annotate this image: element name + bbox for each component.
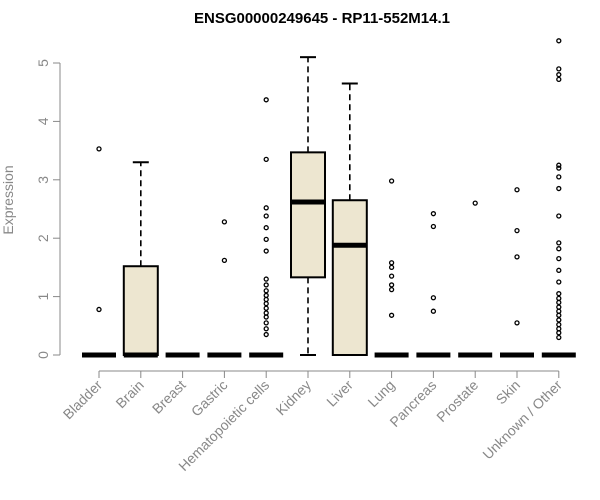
outlier-point	[430, 295, 437, 301]
outlier-point	[556, 304, 562, 310]
chart-title: ENSG00000249645 - RP11-552M14.1	[194, 10, 450, 27]
outlier-point	[263, 248, 269, 254]
outlier-point	[263, 288, 269, 294]
box-lung	[374, 178, 409, 358]
outlier-point	[556, 308, 562, 314]
outlier-point	[556, 255, 562, 262]
box-bladder	[82, 146, 116, 358]
outlier-point	[430, 308, 437, 314]
box-unknown-other	[541, 38, 576, 358]
outlier-point	[556, 334, 562, 341]
plot-area	[82, 38, 576, 358]
outlier-point	[556, 76, 562, 83]
box-prostate	[458, 200, 493, 358]
outlier-point	[556, 72, 562, 78]
outlier-point	[263, 282, 269, 288]
box-liver	[331, 82, 368, 356]
outlier-point	[556, 317, 562, 323]
y-axis-label: Expression	[0, 165, 16, 234]
outlier-point	[263, 225, 269, 231]
box-skin	[500, 187, 534, 358]
outlier-point	[263, 320, 269, 326]
box-kidney	[290, 56, 326, 356]
outlier-point	[556, 295, 562, 302]
x-tick-label: Skin	[493, 377, 524, 408]
outlier-point	[221, 257, 228, 264]
box-iqr	[331, 199, 368, 356]
outlier-point	[556, 185, 562, 192]
outlier-point	[556, 162, 562, 168]
outlier-point	[514, 187, 520, 193]
outlier-point	[556, 279, 562, 285]
y-tick-label: 2	[35, 234, 51, 242]
outlier-point	[556, 246, 562, 252]
outlier-point	[263, 276, 269, 282]
y-tick-label: 0	[35, 351, 51, 359]
outlier-point	[96, 146, 102, 152]
outlier-point	[263, 296, 269, 303]
outlier-point	[556, 291, 562, 297]
x-tick-label: Brain	[112, 377, 146, 411]
outlier-point	[263, 205, 269, 211]
outlier-point	[556, 326, 562, 332]
y-tick-label: 3	[35, 176, 51, 184]
outlier-point	[556, 299, 562, 306]
y-tick-label: 5	[35, 59, 51, 67]
y-axis: 0 1 2 3 4 5	[35, 59, 61, 359]
box-gastric	[207, 219, 242, 358]
box-pancreas	[416, 211, 451, 358]
x-tick-label: Prostate	[433, 377, 481, 425]
y-tick-label: 1	[35, 292, 51, 300]
outlier-point	[556, 321, 562, 328]
outlier-point	[263, 300, 269, 307]
outlier-point	[556, 240, 562, 246]
outlier-point	[556, 267, 562, 273]
box-hematopoietic-cells	[249, 97, 284, 358]
outlier-point	[514, 254, 520, 260]
box-iqr	[290, 151, 326, 279]
box-brain	[122, 161, 159, 358]
outlier-point	[430, 223, 437, 230]
x-tick-label: Kidney	[273, 377, 315, 419]
outlier-point	[263, 97, 269, 103]
x-tick-label: Liver	[323, 377, 356, 410]
x-tick-label: Breast	[149, 377, 189, 417]
outlier-point	[263, 236, 269, 243]
outlier-point	[472, 200, 478, 206]
outlier-point	[263, 310, 269, 316]
outlier-point	[388, 260, 395, 266]
outlier-point	[263, 331, 269, 338]
outlier-point	[388, 264, 395, 271]
outlier-point	[556, 312, 562, 318]
outlier-point	[263, 292, 269, 299]
box-iqr	[122, 265, 159, 356]
outlier-point	[96, 306, 102, 313]
outlier-point	[514, 320, 520, 326]
outlier-point	[221, 219, 228, 225]
outlier-point	[556, 165, 562, 171]
x-tick-label: Lung	[364, 377, 397, 410]
x-tick-label: Bladder	[60, 377, 106, 423]
outlier-point	[556, 174, 562, 180]
outlier-point	[263, 314, 269, 320]
outlier-point	[263, 213, 269, 219]
y-tick-label: 4	[35, 117, 51, 125]
x-tick-label: Unknown / Other	[479, 377, 565, 463]
outlier-point	[556, 66, 562, 72]
outlier-point	[388, 312, 395, 318]
outlier-point	[263, 305, 269, 311]
outlier-point	[388, 282, 395, 288]
outlier-point	[430, 211, 437, 217]
outlier-point	[556, 213, 562, 219]
outlier-point	[388, 178, 395, 184]
outlier-point	[556, 330, 562, 336]
outlier-point	[263, 326, 269, 332]
outlier-point	[388, 273, 395, 279]
outlier-point	[556, 38, 562, 44]
outlier-point	[388, 286, 395, 293]
outlier-point	[514, 227, 520, 234]
outlier-point	[263, 156, 269, 163]
